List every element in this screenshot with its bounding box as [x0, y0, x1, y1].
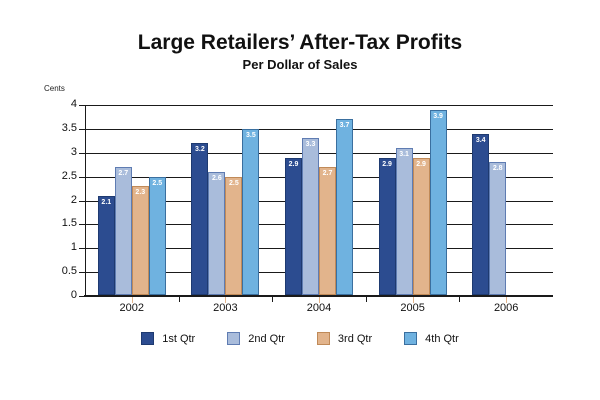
legend-item-1st-qtr: 1st Qtr — [141, 332, 195, 345]
x-axis-boundary-tick — [459, 297, 461, 302]
x-axis-boundary-tick — [365, 297, 367, 302]
legend: 1st Qtr 2nd Qtr 3rd Qtr 4th Qtr — [0, 332, 600, 345]
y-tick-label: 2 — [70, 193, 77, 206]
bar-value-label: 3.3 — [305, 141, 316, 149]
x-axis-category-tick — [506, 297, 508, 303]
bar-2004-3rd-qtr — [319, 167, 336, 295]
y-tick-label: 3 — [70, 145, 77, 158]
bar-2006-2nd-qtr — [489, 162, 507, 295]
x-axis-label-2002: 2002 — [119, 302, 145, 314]
bar-value-label: 2.8 — [492, 165, 503, 173]
bar-value-label: 3.4 — [475, 136, 486, 144]
x-axis-category-tick — [225, 297, 227, 303]
y-axis-tick — [79, 152, 85, 154]
bar-value-label: 2.9 — [288, 160, 299, 168]
y-tick-label: 4 — [70, 98, 77, 110]
bar-2002-1st-qtr — [97, 195, 115, 295]
bar-value-label: 2.6 — [212, 174, 222, 182]
legend-label: 2nd Qtr — [248, 332, 285, 345]
bar-value-label: 2.1 — [101, 198, 112, 206]
bar-value-label: 2.5 — [152, 179, 163, 187]
chart-subtitle: Per Dollar of Sales — [242, 57, 358, 72]
y-axis-tick — [79, 128, 85, 130]
bar-value-label: 2.7 — [322, 170, 333, 178]
x-axis-line — [84, 295, 553, 297]
x-axis-boundary-tick — [178, 297, 180, 302]
y-tick-label: 2.5 — [61, 169, 77, 182]
bar-2002-3rd-qtr — [131, 186, 149, 295]
y-axis-tick — [79, 248, 85, 250]
x-axis-category-tick — [319, 297, 320, 303]
bar-value-label: 3.1 — [399, 150, 409, 158]
bar-2005-2nd-qtr — [395, 147, 413, 295]
bar-value-label: 2.3 — [135, 189, 146, 197]
legend-label: 1st Qtr — [162, 332, 196, 345]
y-tick-label: 0.5 — [61, 265, 77, 278]
y-tick-label: 3.5 — [61, 121, 77, 134]
bar-value-label: 2.9 — [382, 160, 392, 168]
bar-2002-4th-qtr — [148, 176, 166, 295]
legend-item-2nd-qtr: 2nd Qtr — [227, 332, 285, 345]
gridline — [85, 105, 553, 106]
gridline — [85, 152, 553, 154]
legend-label: 4th Qtr — [425, 332, 459, 345]
y-tick-label: 0 — [70, 289, 77, 301]
bar-2003-1st-qtr — [191, 143, 209, 295]
y-axis-tick — [79, 105, 85, 106]
legend-swatch — [227, 332, 241, 345]
bar-2003-2nd-qtr — [208, 171, 226, 295]
bar-value-label: 3.9 — [433, 112, 443, 120]
bar-2005-3rd-qtr — [412, 157, 430, 295]
bar-value-label: 3.2 — [195, 146, 205, 154]
y-axis-tick — [79, 176, 85, 178]
chart-title: Large Retailers’ After-Tax Profits — [137, 31, 463, 54]
y-axis-tick — [79, 296, 85, 297]
y-tick-label: 1 — [70, 241, 77, 254]
y-axis-tick — [79, 224, 85, 226]
bar-2004-4th-qtr — [336, 119, 353, 295]
y-axis-unit-label: Cents — [44, 84, 65, 93]
bar-2006-1st-qtr — [472, 133, 490, 295]
bar-value-label: 2.5 — [229, 179, 239, 187]
legend-swatch — [316, 332, 330, 345]
x-axis-boundary-tick — [272, 297, 274, 302]
bar-2005-1st-qtr — [378, 157, 396, 295]
x-axis-label-2006: 2006 — [493, 302, 519, 314]
x-axis-category-tick — [412, 297, 414, 303]
bar-2005-4th-qtr — [429, 109, 447, 295]
legend-swatch — [141, 332, 155, 345]
x-axis-label-2005: 2005 — [400, 302, 425, 314]
y-tick-label: 1.5 — [61, 217, 77, 230]
legend-item-4th-qtr: 4th Qtr — [404, 332, 459, 345]
bar-value-label: 2.9 — [416, 160, 426, 168]
x-axis-label-2003: 2003 — [213, 302, 238, 314]
bar-value-label: 2.7 — [118, 170, 129, 178]
y-axis-line — [85, 105, 86, 296]
gridline — [85, 128, 553, 130]
legend-swatch — [404, 332, 418, 345]
bar-2004-1st-qtr — [285, 157, 302, 295]
bar-2003-4th-qtr — [242, 128, 260, 295]
x-axis-category-tick — [131, 297, 133, 303]
x-axis-label-2004: 2004 — [306, 302, 332, 314]
y-axis-tick — [79, 200, 85, 202]
legend-label: 3rd Qtr — [337, 332, 373, 345]
legend-item-3rd-qtr: 3rd Qtr — [316, 332, 373, 345]
bar-value-label: 3.7 — [339, 122, 350, 130]
bar-2002-2nd-qtr — [114, 167, 132, 295]
bar-value-label: 3.5 — [246, 131, 256, 139]
bar-2003-3rd-qtr — [225, 176, 243, 295]
y-axis-tick — [79, 272, 85, 274]
bar-2004-2nd-qtr — [302, 138, 319, 295]
